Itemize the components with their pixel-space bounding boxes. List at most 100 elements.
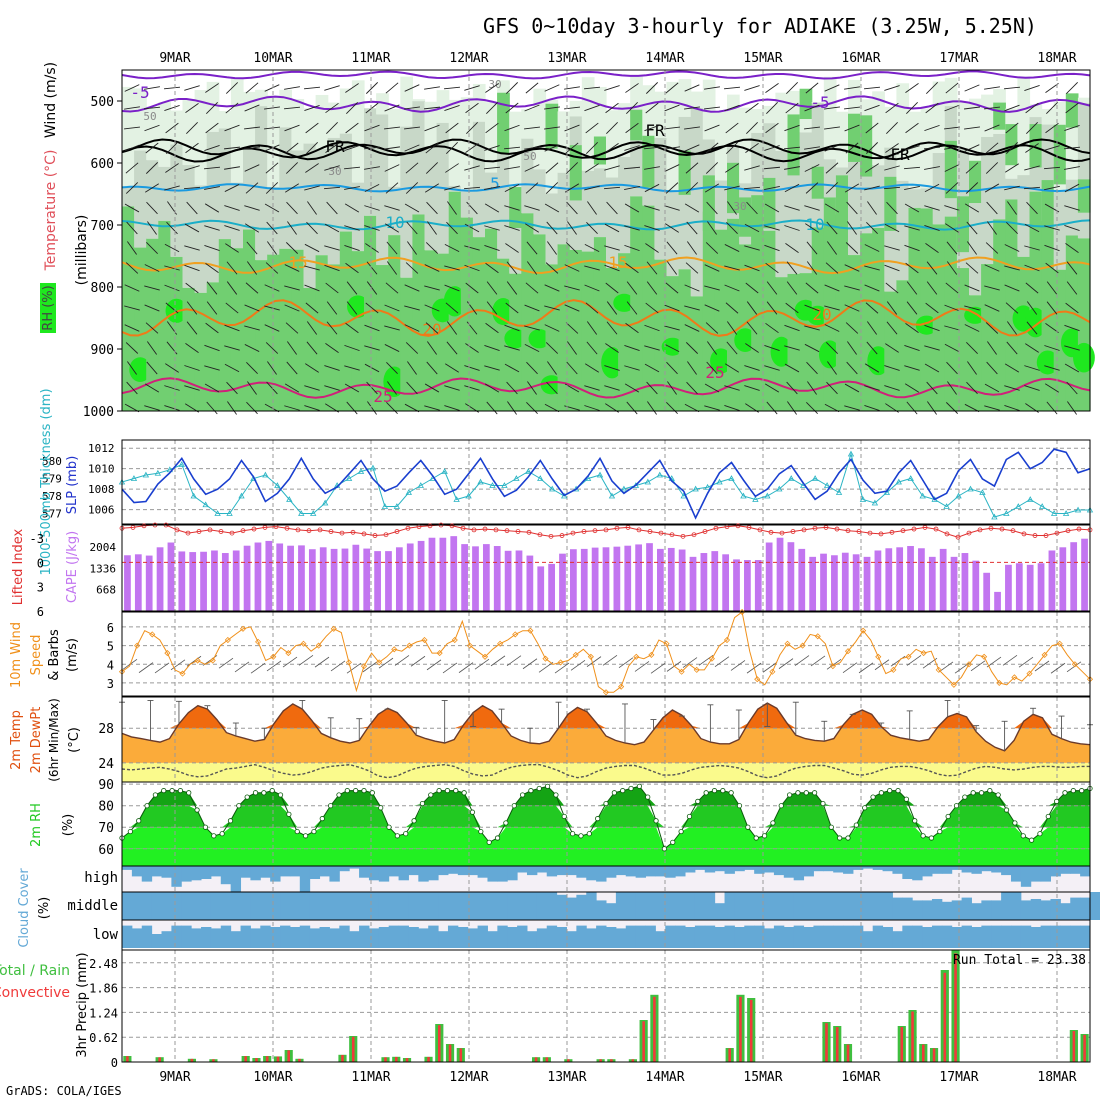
thickness-tick-label: 577 xyxy=(42,508,62,521)
wind-barb xyxy=(206,102,218,114)
lifted-index-point xyxy=(757,527,763,533)
rh-shade-green-upper xyxy=(956,196,970,253)
rh2-point xyxy=(628,785,634,792)
wind10-barb xyxy=(490,655,506,667)
wind-barb xyxy=(1026,301,1038,315)
rh2-point xyxy=(603,800,609,807)
wind-barb xyxy=(945,282,959,294)
lifted-index-point xyxy=(1021,531,1027,537)
rh-shade-green-upper xyxy=(811,166,825,199)
wind-barb xyxy=(666,241,678,255)
rh2-point xyxy=(1062,790,1068,796)
rh2-point xyxy=(970,790,976,796)
wind-barb xyxy=(484,186,500,190)
wind10-barb xyxy=(394,655,410,666)
wind-barb xyxy=(184,85,200,91)
wind-barb xyxy=(705,162,719,174)
wind10-tick-label: 3 xyxy=(107,677,114,691)
wind-barb xyxy=(584,284,600,292)
cloud-bar-middle xyxy=(418,892,429,920)
wind-barb xyxy=(946,241,958,255)
wind-barb xyxy=(864,284,880,292)
wind-barb xyxy=(464,264,480,272)
cape-bar xyxy=(1081,538,1088,611)
thickness-point xyxy=(835,489,843,495)
rh-shade-green xyxy=(557,244,571,411)
slp-tick-label: 1008 xyxy=(88,483,115,496)
cloud-bar-low xyxy=(477,925,488,948)
wind-barb xyxy=(844,264,860,272)
wind-barb xyxy=(344,225,360,231)
rh-shade-mid xyxy=(194,185,208,293)
wind10-point xyxy=(360,663,368,670)
date-label-top: 9MAR xyxy=(159,51,190,66)
wind-barb xyxy=(724,363,740,373)
rh-shade-mid xyxy=(920,188,934,209)
wind-barb xyxy=(926,281,938,295)
cloud-bar-middle xyxy=(220,892,232,920)
wind-barb xyxy=(724,244,740,252)
cloud-bar-middle xyxy=(655,892,666,920)
cloud-bar-middle xyxy=(517,892,528,920)
wind-barb xyxy=(645,302,659,314)
wind-barb xyxy=(445,302,459,314)
wind-barb xyxy=(386,241,398,255)
wind-barb xyxy=(886,201,898,215)
wind-barb xyxy=(804,205,820,211)
wind-barb xyxy=(845,242,859,254)
wind-barb xyxy=(724,284,740,292)
thickness-point xyxy=(704,483,711,490)
cape-bar xyxy=(515,550,523,611)
wind-barb xyxy=(184,165,200,171)
rh-shade-green xyxy=(872,227,885,411)
wind-barb xyxy=(324,223,340,233)
date-label-top: 14MAR xyxy=(645,51,684,66)
precip-conv-bar xyxy=(351,1036,355,1062)
wind10-point xyxy=(996,679,1003,686)
precip-tick-label: 1.86 xyxy=(89,982,118,996)
wind10-point xyxy=(466,642,473,649)
cloud-bar-high xyxy=(526,866,538,876)
cloud-bar-high xyxy=(685,866,696,873)
wind-barb xyxy=(264,305,280,311)
wind-barb xyxy=(746,321,758,335)
cloud-bar-low xyxy=(299,925,311,948)
wind-barb xyxy=(404,305,420,311)
wind-barb xyxy=(405,342,419,354)
rh-shade-mid xyxy=(557,172,571,245)
wind-barb xyxy=(504,363,520,373)
wind-barb xyxy=(364,124,380,132)
thickness-point xyxy=(489,482,496,488)
wind-barb xyxy=(1044,145,1060,151)
wind-barb xyxy=(743,186,761,190)
wind-barb xyxy=(1024,85,1040,91)
rh2-point xyxy=(1020,833,1026,839)
wind-barb xyxy=(804,146,820,150)
rh2-point xyxy=(411,818,417,824)
wind-barb xyxy=(826,342,838,354)
cloud-bar-low xyxy=(497,925,508,948)
lifted-index-point xyxy=(427,523,433,529)
wind-barb xyxy=(784,205,800,211)
lifted-index-point xyxy=(768,529,774,535)
rh2-point xyxy=(786,792,793,798)
wind10-ylabel-2: Speed xyxy=(29,635,44,676)
wind10-barb xyxy=(1018,656,1034,668)
wind-barb xyxy=(264,106,280,110)
cape-bar xyxy=(657,548,664,611)
precip-conv-bar xyxy=(394,1056,398,1062)
cape-bar xyxy=(939,548,947,611)
lifted-tick-label: 3 xyxy=(37,581,44,595)
rh2-tick-label: 80 xyxy=(98,800,114,815)
cloud-bar-middle xyxy=(566,897,577,920)
rh-shade-bright xyxy=(1073,342,1095,373)
cloud-bar-high xyxy=(378,866,390,882)
wind-barb xyxy=(326,301,338,315)
rh2-point xyxy=(695,798,701,804)
rh-shade-light xyxy=(218,111,232,129)
wind-barb xyxy=(824,106,840,110)
rh2-tick-label: 60 xyxy=(98,843,114,858)
cloud-bar-high xyxy=(606,866,617,878)
cloud-bar-high xyxy=(744,866,755,870)
wind-barb xyxy=(864,104,880,112)
